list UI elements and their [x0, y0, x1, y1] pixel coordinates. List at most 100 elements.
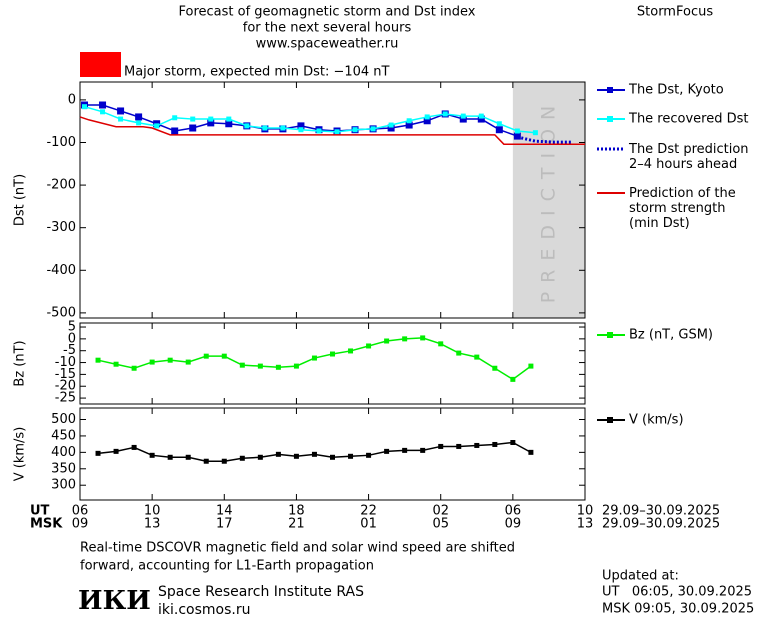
y-tick-label: 500	[51, 412, 76, 427]
title: Forecast of geomagnetic storm and Dst in…	[178, 5, 475, 20]
x-tick-label: 09	[72, 517, 89, 532]
data-point	[348, 453, 354, 459]
plot-frame	[79, 407, 586, 501]
x-tick-label: 18	[288, 504, 305, 519]
data-point	[528, 449, 534, 455]
y-tick-label: 5	[68, 320, 76, 335]
y-axis-title: Bz (nT)	[13, 340, 28, 386]
data-point	[293, 363, 299, 369]
x-tick-label: 10	[144, 504, 161, 519]
data-point	[474, 354, 480, 360]
data-point	[189, 124, 197, 132]
ut-range: 29.09–30.09.2025	[602, 504, 720, 519]
data-point	[257, 454, 263, 460]
y-tick-label: 450	[51, 428, 76, 443]
data-point	[388, 122, 394, 128]
data-point	[99, 101, 107, 109]
data-point	[221, 458, 227, 464]
data-point	[203, 458, 209, 464]
data-point	[348, 348, 354, 354]
legend-label: Prediction of the storm strength (min Dst)	[629, 186, 736, 231]
data-point	[387, 124, 395, 132]
y-tick-label: 0	[68, 331, 76, 346]
data-point	[167, 357, 173, 363]
data-point	[95, 450, 101, 456]
data-point	[513, 132, 521, 140]
data-point	[492, 441, 498, 447]
data-point	[257, 363, 263, 369]
legend-marker	[607, 332, 613, 338]
x-tick-label: 01	[360, 517, 377, 532]
updated-label: Updated at:	[602, 569, 679, 584]
x-tick-label: 14	[216, 504, 233, 519]
series-line	[79, 116, 585, 145]
data-point	[239, 455, 245, 461]
storm-swatch	[80, 52, 121, 77]
data-point	[384, 448, 390, 454]
data-point	[95, 357, 101, 363]
data-point	[423, 117, 431, 125]
logo: ИКИ	[78, 586, 151, 616]
data-point	[532, 130, 538, 136]
data-point	[402, 447, 408, 453]
y-tick-label: -100	[46, 135, 76, 150]
data-point	[424, 114, 430, 120]
data-point	[113, 448, 119, 454]
plot-frame	[79, 81, 586, 319]
data-point	[293, 453, 299, 459]
plot-frame	[79, 322, 586, 405]
y-tick-label: -10	[55, 355, 76, 370]
data-point	[100, 109, 106, 115]
y-tick-label: -20	[55, 379, 76, 394]
x-tick-label: 17	[216, 517, 233, 532]
updated: MSK 09:05, 30.09.2025	[602, 602, 754, 617]
series-line	[84, 105, 536, 134]
updated: UT 06:05, 30.09.2025	[602, 585, 752, 600]
data-point	[135, 113, 143, 121]
x-tick-label: 10	[577, 504, 594, 519]
data-point	[510, 376, 516, 382]
data-point	[136, 120, 142, 126]
data-point	[117, 107, 125, 115]
brand: StormFocus	[637, 5, 713, 20]
data-point	[149, 359, 155, 365]
y-tick-label: -300	[46, 220, 76, 235]
legend-label: The recovered Dst	[628, 112, 748, 127]
title: for the next several hours	[243, 21, 412, 36]
y-tick-label: -200	[46, 178, 76, 193]
data-point	[496, 121, 502, 127]
data-point	[459, 115, 467, 123]
x-tick-label: 02	[432, 504, 449, 519]
data-point	[370, 126, 376, 132]
data-point	[208, 116, 214, 122]
data-point	[297, 122, 305, 130]
y-tick-label: 0	[68, 92, 76, 107]
data-point	[514, 128, 520, 134]
series-line	[517, 135, 572, 144]
x-tick-label: 06	[505, 504, 522, 519]
data-point	[131, 444, 137, 450]
data-point	[311, 355, 317, 361]
data-point	[262, 125, 268, 131]
prediction-region	[512, 82, 585, 318]
data-point	[185, 359, 191, 365]
legend-label: The Dst prediction 2–4 hours ahead	[628, 142, 749, 172]
data-point	[460, 113, 466, 119]
data-point	[298, 127, 304, 133]
data-point	[154, 123, 160, 129]
x-tick-label: 13	[144, 517, 161, 532]
ut-label: UT	[30, 504, 50, 519]
data-point	[118, 116, 124, 122]
prediction-label: PREDICTION	[537, 97, 559, 304]
x-tick-label: 21	[288, 517, 305, 532]
data-point	[474, 442, 480, 448]
legend-label: The Dst, Kyoto	[628, 83, 724, 98]
data-point	[438, 341, 444, 347]
institute: Space Research Institute RAS	[158, 584, 364, 600]
y-tick-label: 400	[51, 445, 76, 460]
data-point	[207, 119, 215, 127]
data-point	[185, 454, 191, 460]
data-point	[221, 353, 227, 359]
data-point	[226, 116, 232, 122]
